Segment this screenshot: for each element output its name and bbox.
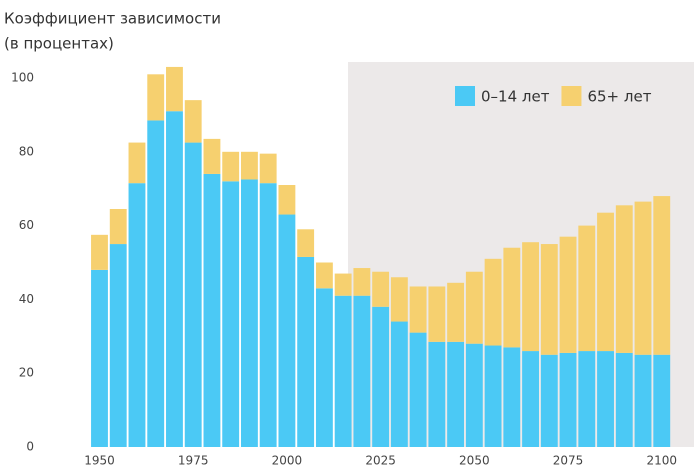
- bar: [428, 341, 446, 447]
- y-tick-label: 60: [19, 218, 34, 232]
- bar: [578, 351, 596, 447]
- bar: [522, 351, 539, 447]
- bar: [409, 332, 427, 447]
- bar: [278, 185, 296, 215]
- bar: [203, 173, 221, 447]
- bar: [447, 282, 465, 342]
- legend-swatch: [561, 86, 582, 106]
- y-tick-label: 80: [19, 144, 34, 158]
- x-tick-label: 1975: [178, 454, 209, 468]
- bar: [184, 100, 202, 143]
- bar: [597, 351, 614, 447]
- x-tick-label: 2050: [459, 454, 490, 468]
- legend-label: 0–14 лет: [481, 88, 550, 106]
- bar: [372, 271, 390, 307]
- bar: [334, 273, 352, 296]
- bar: [615, 352, 633, 447]
- x-tick-label: 2000: [272, 454, 303, 468]
- bar: [128, 183, 146, 448]
- bar: [390, 321, 408, 447]
- bar: [259, 153, 277, 184]
- bar: [409, 286, 427, 333]
- chart-title: Коэффициент зависимости: [4, 10, 221, 28]
- bar: [315, 288, 333, 447]
- bar: [353, 268, 371, 296]
- bar: [578, 225, 596, 352]
- bar: [91, 234, 108, 270]
- bar: [297, 229, 315, 257]
- bar: [147, 74, 165, 121]
- bar: [484, 258, 502, 346]
- bar: [540, 354, 558, 447]
- bar: [222, 151, 240, 182]
- bar: [147, 120, 165, 447]
- chart-subtitle: (в процентах): [4, 35, 114, 53]
- bar: [615, 205, 633, 353]
- x-tick-label: 2100: [646, 454, 677, 468]
- bar: [653, 196, 671, 355]
- bar: [559, 236, 577, 353]
- y-tick-label: 100: [11, 71, 34, 85]
- bar: [428, 286, 446, 342]
- bar: [297, 256, 315, 447]
- y-tick-label: 40: [19, 292, 34, 306]
- bar: [109, 244, 127, 447]
- legend-swatch: [455, 86, 475, 106]
- bar: [634, 354, 652, 447]
- bar: [597, 212, 614, 352]
- bar: [372, 306, 390, 447]
- bar: [503, 247, 521, 348]
- x-tick-label: 2075: [553, 454, 584, 468]
- y-tick-label: 0: [26, 440, 34, 454]
- bar: [166, 111, 183, 448]
- bar: [109, 208, 127, 245]
- bar: [240, 179, 258, 447]
- bar: [447, 341, 465, 447]
- bar: [315, 262, 333, 289]
- bar: [540, 244, 558, 355]
- bar: [240, 151, 258, 180]
- bar: [91, 269, 108, 447]
- bar: [465, 271, 483, 344]
- bar: [184, 142, 202, 447]
- bar: [128, 142, 146, 184]
- bar: [522, 242, 539, 352]
- bar: [484, 345, 502, 447]
- bar: [390, 277, 408, 322]
- legend-label: 65+ лет: [587, 88, 651, 106]
- bar: [353, 295, 371, 447]
- bar: [503, 347, 521, 447]
- bar: [634, 201, 652, 355]
- x-tick-label: 2025: [365, 454, 396, 468]
- bar: [222, 181, 240, 447]
- bar: [653, 354, 671, 447]
- bar: [334, 295, 352, 447]
- bar: [203, 138, 221, 174]
- y-tick-label: 20: [19, 366, 34, 380]
- x-tick-label: 1950: [84, 454, 115, 468]
- bar: [166, 66, 183, 112]
- bar: [278, 214, 296, 447]
- bar: [465, 343, 483, 447]
- bar: [259, 183, 277, 448]
- bar: [559, 352, 577, 447]
